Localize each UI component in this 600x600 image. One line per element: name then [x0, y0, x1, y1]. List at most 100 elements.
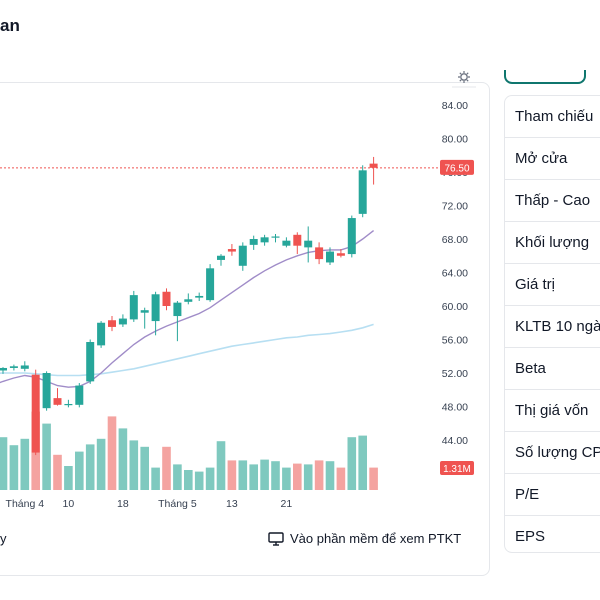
candle-body	[97, 322, 106, 346]
price-chart[interactable]: 84.0080.0076.0072.0068.0064.0060.0056.00…	[0, 0, 490, 520]
settings-icon[interactable]	[452, 68, 476, 88]
volume-bar	[293, 463, 302, 490]
stat-row: Số lượng CP	[505, 432, 600, 474]
x-tick-label: 18	[117, 498, 129, 510]
volume-bar	[325, 461, 335, 490]
candle-body	[64, 403, 73, 406]
last-price-label: 76.50	[444, 163, 469, 174]
volume-bar	[42, 423, 51, 490]
y-tick-label: 68.00	[442, 234, 468, 246]
y-tick-label: 80.00	[442, 134, 468, 146]
candle-body	[20, 365, 29, 369]
candle-body	[304, 240, 313, 248]
last-volume-label: 1.31M	[443, 464, 471, 475]
volume-bar	[140, 446, 149, 490]
stats-panel: Tham chiếu Mở cửa Thấp - Cao Khối lượng …	[504, 95, 600, 553]
candle-body	[326, 251, 334, 263]
stat-row: Khối lượng	[505, 222, 600, 264]
y-tick-label: 64.00	[442, 268, 468, 280]
candle-body	[347, 218, 356, 255]
volume-bar	[75, 451, 84, 490]
candle-body	[206, 268, 215, 301]
volume-bar	[249, 464, 258, 490]
candle-body	[184, 299, 193, 302]
candle-body	[336, 253, 345, 256]
volume-bar	[118, 428, 128, 490]
volume-bar	[64, 466, 73, 490]
x-tick-label: 13	[226, 498, 238, 510]
volume-bar	[96, 438, 106, 490]
volume-bar	[358, 435, 367, 490]
x-tick-label: Tháng 4	[6, 498, 45, 510]
ptkt-link-label: Vào phần mềm để xem PTKT	[290, 531, 462, 546]
volume-bar	[9, 445, 19, 490]
y-tick-label: 48.00	[442, 402, 468, 414]
candle-body	[271, 236, 280, 238]
stat-row: Thị giá vốn	[505, 390, 600, 432]
candle-body	[162, 291, 171, 306]
volume-bar	[85, 444, 95, 490]
candle-body	[369, 163, 378, 168]
y-tick-label: 44.00	[442, 435, 468, 447]
candle-body	[151, 294, 160, 322]
candle-body	[9, 366, 18, 368]
last-volume-tag	[440, 461, 474, 475]
stat-row: Tham chiếu	[505, 96, 600, 138]
ptkt-link[interactable]: Vào phần mềm để xem PTKT	[268, 531, 461, 546]
volume-bar	[194, 471, 204, 490]
stat-row: EPS	[515, 528, 546, 545]
candle-body	[173, 302, 182, 317]
volume-bar	[303, 464, 313, 490]
volume-bar	[227, 460, 237, 490]
volume-bar	[271, 461, 280, 490]
candle-body	[249, 239, 258, 245]
volume-bar	[162, 446, 171, 490]
candle-body	[42, 373, 51, 409]
volume-bar	[282, 467, 291, 490]
last-price-tag	[440, 159, 474, 175]
volume-bar	[238, 460, 248, 490]
candle-body	[293, 234, 302, 246]
candle-body	[31, 374, 40, 453]
legend-fragment: y	[0, 531, 7, 546]
candle-body	[315, 247, 324, 260]
candle-body	[108, 320, 116, 327]
y-tick-label: 84.00	[442, 100, 468, 112]
candle-body	[217, 255, 225, 260]
volume-bar	[184, 470, 193, 490]
x-tick-label: Tháng 5	[158, 498, 197, 510]
candle-body	[140, 310, 149, 313]
stat-row: P/E	[505, 474, 600, 516]
stat-row: Beta	[505, 348, 600, 390]
stat-row: KLTB 10 ngày	[505, 306, 600, 348]
candle-body	[129, 295, 138, 320]
candle-body	[238, 245, 247, 266]
tab-button[interactable]	[504, 70, 586, 84]
x-tick-label: 10	[63, 498, 75, 510]
candle-body	[0, 367, 8, 371]
x-tick-label: 21	[281, 498, 293, 510]
candle-body	[358, 170, 367, 214]
candle-body	[118, 318, 127, 325]
y-tick-label: 56.00	[442, 335, 468, 347]
volume-bar	[347, 437, 357, 490]
y-tick-label: 60.00	[442, 301, 468, 313]
stat-row: Giá trị	[505, 264, 600, 306]
candle-body	[227, 249, 236, 252]
candle-body	[53, 398, 62, 405]
stat-row: Thấp - Cao	[505, 180, 600, 222]
volume-bar	[369, 467, 378, 490]
volume-bar	[173, 464, 182, 490]
y-tick-label: 52.00	[442, 368, 468, 380]
y-tick-label: 72.00	[442, 201, 468, 213]
chart-card	[0, 82, 490, 576]
volume-bar	[107, 416, 117, 490]
volume-bar	[129, 440, 139, 490]
volume-bar	[314, 460, 324, 490]
page-title: an	[0, 16, 20, 35]
candle-body	[86, 342, 95, 382]
volume-bar	[0, 437, 8, 490]
monitor-icon	[268, 531, 284, 546]
ma-long-line	[0, 323, 374, 377]
volume-bar	[216, 441, 226, 490]
